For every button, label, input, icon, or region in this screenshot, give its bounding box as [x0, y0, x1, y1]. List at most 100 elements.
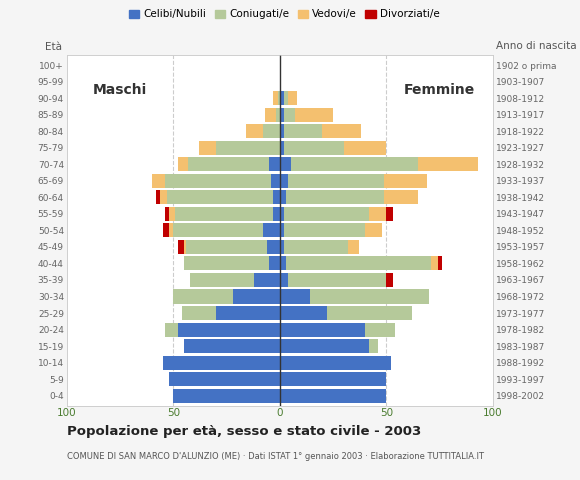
Bar [184, 256, 269, 271]
Bar [280, 174, 288, 188]
Bar [280, 124, 284, 138]
Bar [284, 124, 322, 138]
Bar [169, 372, 280, 386]
Bar [348, 240, 358, 254]
Bar [418, 157, 478, 171]
Bar [369, 207, 386, 221]
Bar [431, 256, 437, 271]
Bar [280, 273, 288, 287]
Bar [273, 190, 280, 204]
Bar [186, 240, 267, 254]
Bar [288, 273, 386, 287]
Bar [280, 256, 287, 271]
Bar [167, 190, 273, 204]
Bar [280, 190, 287, 204]
Bar [280, 91, 284, 105]
Bar [365, 223, 382, 238]
Bar [284, 207, 369, 221]
Bar [287, 256, 431, 271]
Bar [216, 306, 280, 320]
Bar [165, 174, 271, 188]
Bar [385, 190, 418, 204]
Bar [267, 240, 280, 254]
Bar [280, 223, 284, 238]
Bar [278, 91, 280, 105]
Bar [280, 289, 310, 303]
Text: Anno di nascita: Anno di nascita [496, 41, 577, 51]
Bar [173, 389, 280, 403]
Bar [177, 323, 280, 336]
Bar [344, 141, 386, 155]
Bar [188, 157, 269, 171]
Bar [327, 306, 412, 320]
Bar [169, 207, 175, 221]
Bar [246, 124, 263, 138]
Bar [284, 223, 365, 238]
Bar [284, 141, 344, 155]
Bar [280, 108, 284, 122]
Bar [216, 141, 280, 155]
Bar [280, 141, 284, 155]
Bar [287, 190, 385, 204]
Bar [161, 190, 167, 204]
Bar [280, 339, 369, 353]
Bar [269, 157, 280, 171]
Bar [291, 157, 418, 171]
Bar [386, 207, 393, 221]
Bar [263, 124, 280, 138]
Bar [271, 174, 280, 188]
Bar [280, 157, 291, 171]
Bar [156, 190, 161, 204]
Bar [284, 91, 288, 105]
Bar [177, 157, 188, 171]
Bar [273, 207, 280, 221]
Bar [177, 240, 184, 254]
Bar [386, 273, 393, 287]
Legend: Celibi/Nubili, Coniugati/e, Vedovi/e, Divorziati/e: Celibi/Nubili, Coniugati/e, Vedovi/e, Di… [125, 5, 444, 24]
Bar [184, 339, 280, 353]
Bar [152, 174, 165, 188]
Bar [165, 207, 169, 221]
Bar [190, 273, 254, 287]
Bar [385, 174, 427, 188]
Bar [284, 240, 348, 254]
Bar [280, 372, 386, 386]
Bar [310, 289, 429, 303]
Text: Popolazione per età, sesso e stato civile - 2003: Popolazione per età, sesso e stato civil… [67, 425, 421, 438]
Bar [254, 273, 280, 287]
Bar [280, 240, 284, 254]
Bar [437, 256, 442, 271]
Bar [280, 356, 391, 370]
Bar [280, 306, 327, 320]
Bar [284, 108, 295, 122]
Bar [184, 240, 186, 254]
Bar [263, 223, 280, 238]
Bar [165, 323, 177, 336]
Bar [233, 289, 280, 303]
Bar [280, 207, 284, 221]
Bar [369, 339, 378, 353]
Bar [288, 91, 297, 105]
Bar [269, 256, 280, 271]
Text: COMUNE DI SAN MARCO D'ALUNZIO (ME) · Dati ISTAT 1° gennaio 2003 · Elaborazione T: COMUNE DI SAN MARCO D'ALUNZIO (ME) · Dat… [67, 452, 484, 461]
Bar [182, 306, 216, 320]
Text: Età: Età [45, 42, 63, 52]
Bar [265, 108, 276, 122]
Bar [322, 124, 361, 138]
Bar [280, 389, 386, 403]
Bar [173, 289, 233, 303]
Bar [169, 223, 173, 238]
Text: Maschi: Maschi [93, 83, 147, 97]
Bar [295, 108, 333, 122]
Bar [175, 207, 273, 221]
Bar [365, 323, 395, 336]
Bar [276, 108, 280, 122]
Bar [273, 91, 278, 105]
Bar [288, 174, 385, 188]
Bar [162, 223, 169, 238]
Bar [173, 223, 263, 238]
Bar [199, 141, 216, 155]
Bar [162, 356, 280, 370]
Bar [280, 323, 365, 336]
Text: Femmine: Femmine [404, 83, 476, 97]
